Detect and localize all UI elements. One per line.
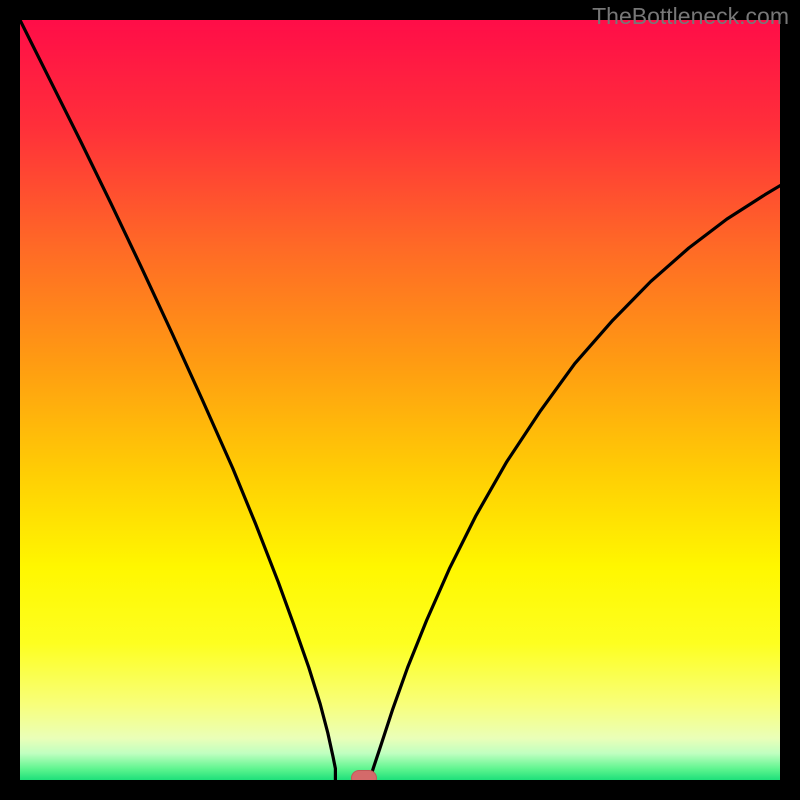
bottleneck-curve	[20, 20, 780, 780]
plot-area	[20, 20, 780, 780]
optimal-point-marker	[351, 770, 377, 780]
watermark-label: TheBottleneck.com	[592, 3, 789, 30]
